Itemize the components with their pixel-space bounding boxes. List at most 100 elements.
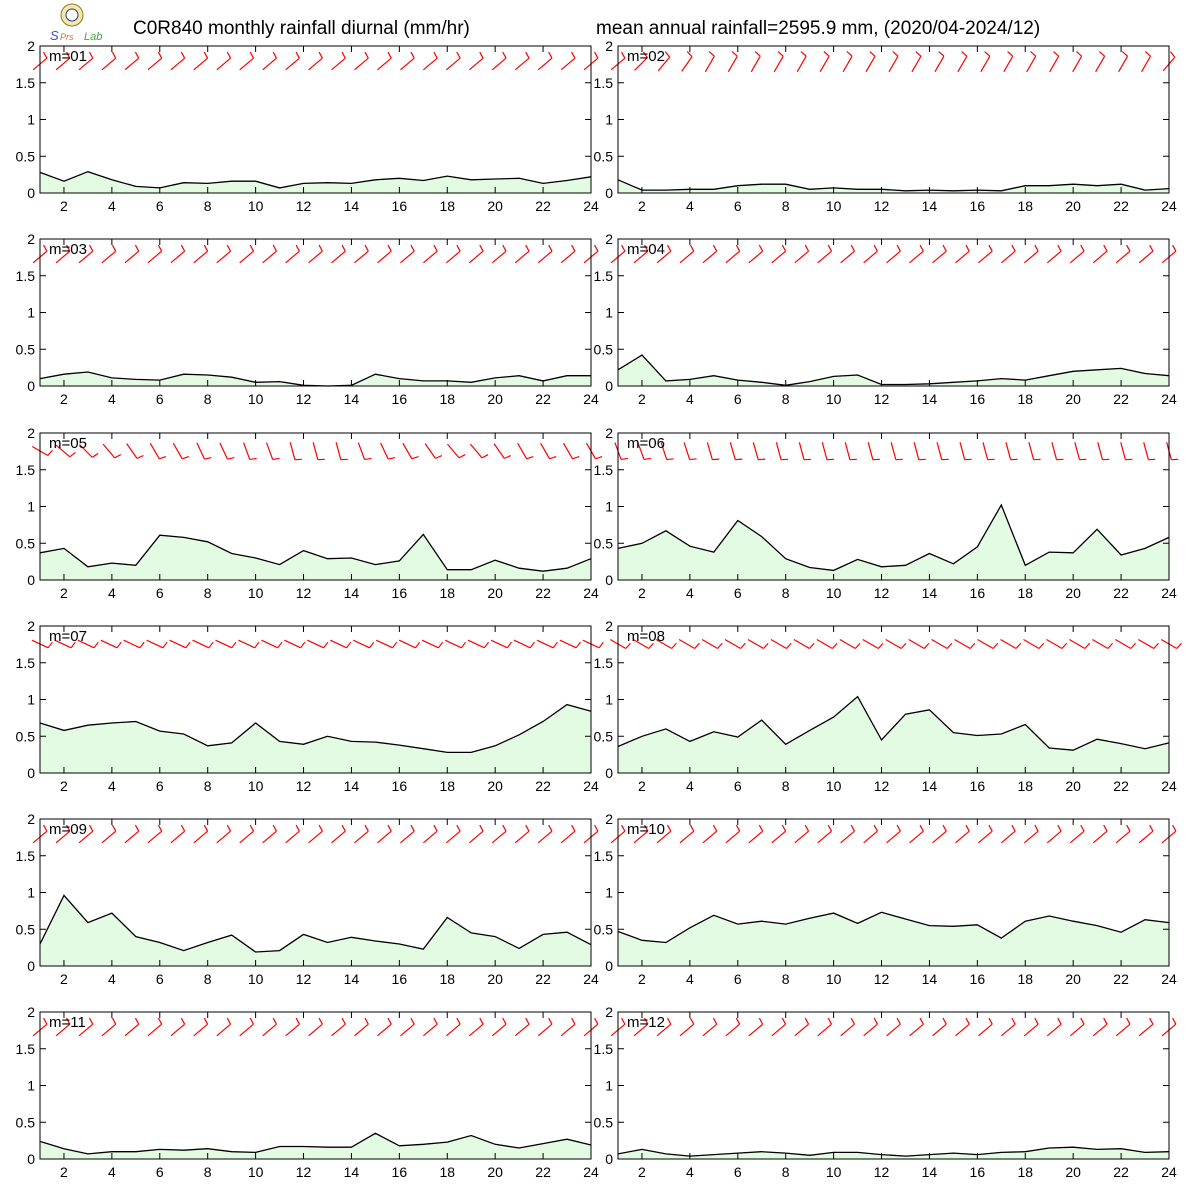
wind-barb-tick <box>437 641 444 649</box>
wind-barb <box>748 824 764 844</box>
wind-barb-tick <box>88 51 94 59</box>
wind-barb-shaft <box>55 830 71 844</box>
wind-barb-shaft <box>55 250 71 264</box>
wind-barb-tick <box>1107 642 1114 649</box>
wind-barb-tick <box>712 824 718 832</box>
wind-barb <box>147 51 163 71</box>
x-tick-label: 2 <box>60 1164 68 1180</box>
wind-barb <box>1005 442 1018 461</box>
wind-barb-tick <box>387 824 392 832</box>
wind-barb-shaft <box>1138 250 1154 264</box>
x-tick-label: 24 <box>583 391 599 407</box>
wind-barb-shaft <box>637 442 645 460</box>
wind-barb-tick <box>548 1017 553 1025</box>
y-tick-label: 0.5 <box>594 535 614 551</box>
wind-barb <box>817 1017 833 1037</box>
wind-barb <box>863 1017 878 1037</box>
wind-barb-tick <box>1126 824 1131 832</box>
wind-barb-tick <box>1011 824 1016 832</box>
wind-barb-shaft <box>239 57 254 71</box>
y-tick-label: 1.5 <box>594 655 614 671</box>
wind-barb-shaft <box>560 1023 576 1037</box>
wind-barb-shaft <box>192 639 210 649</box>
wind-barb-shaft <box>469 443 483 459</box>
wind-barb-shaft <box>517 442 528 460</box>
wind-barb-shaft <box>633 250 649 264</box>
x-tick-label: 16 <box>392 1164 408 1180</box>
wind-barb-tick <box>1103 1017 1108 1025</box>
y-tick-label: 2 <box>605 38 613 54</box>
rain-line <box>617 1146 1170 1157</box>
y-tick-label: 2 <box>605 1004 613 1020</box>
wind-barb-shaft <box>560 250 576 264</box>
panel-label: m=04 <box>627 241 665 258</box>
y-tick-label: 1 <box>605 1078 613 1094</box>
wind-barb <box>729 442 743 461</box>
wind-barb-tick <box>272 457 280 461</box>
wind-barb-shaft <box>752 442 759 460</box>
wind-barb-tick <box>781 824 787 832</box>
wind-barb-tick <box>410 244 415 252</box>
wind-barb <box>632 638 654 650</box>
wind-barb <box>867 442 880 461</box>
wind-barb <box>537 824 553 844</box>
wind-barb <box>398 639 421 649</box>
wind-barb-tick <box>831 642 838 649</box>
rain-area <box>40 534 591 580</box>
wind-barb-shaft <box>886 1023 901 1037</box>
wind-barb <box>1137 638 1159 650</box>
wind-barb-tick <box>1172 1017 1177 1025</box>
wind-barb <box>239 51 255 71</box>
wind-barb-tick <box>272 1017 278 1025</box>
y-tick-label: 2 <box>27 38 35 54</box>
wind-barb-tick <box>571 1017 576 1025</box>
wind-barb-tick <box>69 451 76 458</box>
wind-barb-tick <box>203 244 209 252</box>
x-tick-label: 2 <box>638 391 646 407</box>
wind-barb <box>444 639 467 649</box>
wind-barb-shaft <box>978 1023 993 1037</box>
wind-barb-tick <box>827 824 833 832</box>
rain-area <box>40 895 591 966</box>
wind-barb-shaft <box>863 830 878 844</box>
wind-barb-shaft <box>261 639 278 649</box>
wind-barb-shaft <box>1138 1023 1154 1037</box>
x-tick-label: 22 <box>535 198 551 214</box>
wind-barb-shaft <box>468 830 484 844</box>
wind-barb-shaft <box>540 442 551 460</box>
x-tick-label: 14 <box>922 585 938 601</box>
wind-barb-tick <box>111 244 117 252</box>
wind-barb-tick <box>1038 642 1045 649</box>
wind-barb <box>193 824 209 844</box>
wind-barb <box>196 442 212 460</box>
wind-barb-tick <box>942 824 947 832</box>
wind-barb-shaft <box>312 442 319 460</box>
y-tick-label: 2 <box>27 811 35 827</box>
wind-barb-shaft <box>1069 638 1086 650</box>
x-tick-label: 14 <box>344 1164 360 1180</box>
wind-barb-shaft <box>514 57 530 71</box>
wind-barb <box>886 1017 901 1037</box>
x-tick-label: 18 <box>1017 391 1033 407</box>
wind-barb-shaft <box>563 442 574 460</box>
wind-barb-tick <box>648 642 654 649</box>
wind-barb <box>400 1017 415 1037</box>
wind-barb-shaft <box>124 830 140 844</box>
wind-barb-shaft <box>982 442 989 460</box>
wind-barb-shaft <box>377 250 392 264</box>
wind-barb-tick <box>502 1017 507 1025</box>
wind-barb-tick <box>272 51 278 59</box>
wind-barb <box>1028 442 1041 461</box>
wind-barb-tick <box>708 51 715 57</box>
wind-barb-tick <box>479 244 484 252</box>
wind-barb-shaft <box>285 250 300 264</box>
wind-barb-shaft <box>909 830 924 844</box>
y-tick-label: 1 <box>27 1078 35 1094</box>
wind-barb-shaft <box>1120 442 1126 460</box>
wind-barb-tick <box>116 641 122 649</box>
wind-barb-tick <box>664 51 671 58</box>
wind-barb-tick <box>526 456 534 460</box>
wind-barb-shaft <box>54 639 72 649</box>
wind-barb-tick <box>850 824 856 832</box>
wind-barb <box>239 824 255 844</box>
